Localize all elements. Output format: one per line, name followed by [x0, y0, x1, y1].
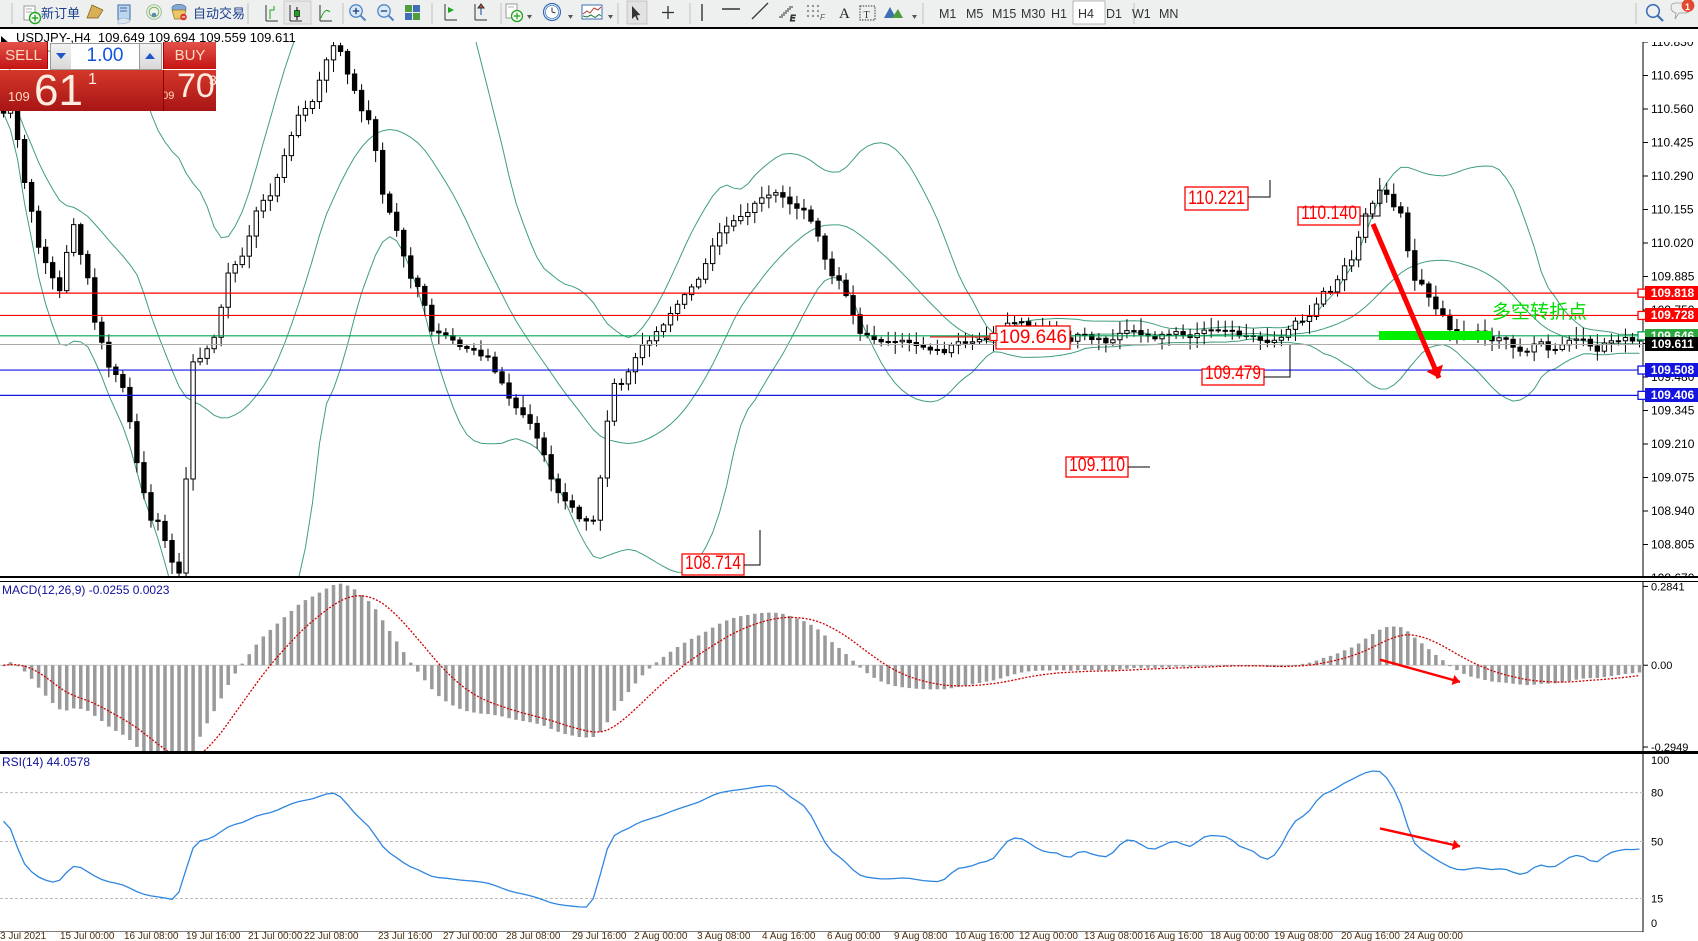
svg-text:15: 15 [1651, 894, 1663, 906]
svg-text:0.2841: 0.2841 [1651, 582, 1685, 593]
svg-text:109.075: 109.075 [1651, 471, 1695, 485]
svg-text:110.020: 110.020 [1651, 236, 1694, 250]
svg-text:80: 80 [1651, 788, 1663, 800]
svg-text:109.345: 109.345 [1651, 404, 1695, 418]
svg-text:109.479: 109.479 [1205, 363, 1261, 384]
svg-text:多空转折点: 多空转折点 [1492, 301, 1587, 323]
svg-text:109.885: 109.885 [1651, 270, 1695, 284]
svg-text:110.560: 110.560 [1651, 102, 1694, 116]
svg-text:110.695: 110.695 [1651, 69, 1694, 83]
svg-text:108.714: 108.714 [685, 553, 741, 574]
svg-text:50: 50 [1651, 837, 1663, 849]
svg-text:110.290: 110.290 [1651, 169, 1694, 183]
svg-text:109.646: 109.646 [999, 327, 1067, 348]
svg-text:110.155: 110.155 [1651, 203, 1694, 217]
svg-text:109.110: 109.110 [1069, 455, 1125, 476]
svg-text:108.940: 108.940 [1651, 504, 1695, 518]
svg-text:110.425: 110.425 [1651, 136, 1694, 150]
svg-text:100: 100 [1651, 755, 1669, 767]
svg-text:109.210: 109.210 [1651, 437, 1695, 451]
svg-text:-0.2949: -0.2949 [1651, 742, 1688, 753]
svg-text:110.830: 110.830 [1651, 42, 1694, 49]
svg-text:0: 0 [1651, 918, 1657, 930]
svg-text:110.140: 110.140 [1301, 203, 1357, 224]
svg-text:110.221: 110.221 [1188, 188, 1245, 209]
svg-text:0.00: 0.00 [1651, 660, 1672, 672]
svg-text:108.670: 108.670 [1651, 571, 1695, 578]
svg-text:108.805: 108.805 [1651, 538, 1695, 552]
